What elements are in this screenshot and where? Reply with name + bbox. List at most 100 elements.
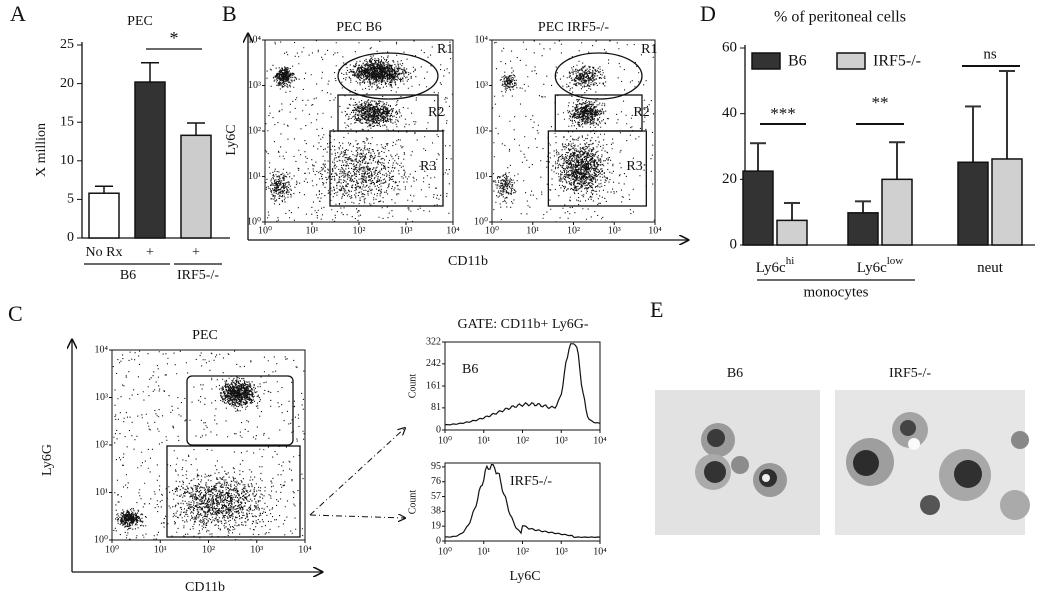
- y-tick-label: 15: [60, 114, 74, 129]
- y-tick-label: 10¹: [475, 171, 488, 182]
- x-tick-label: Ly6chi: [756, 255, 795, 277]
- gate-r1: [554, 52, 643, 100]
- gate-r3: [547, 130, 647, 207]
- x-tick-label: 10²: [516, 546, 529, 557]
- y-tick-label: 76: [431, 476, 441, 487]
- x-tick-label: Ly6clow: [857, 255, 904, 277]
- panel-letter: A: [10, 1, 26, 26]
- significance: ns: [983, 46, 997, 62]
- y-tick-label: 10⁴: [95, 344, 109, 355]
- y-tick-label: 10⁴: [248, 34, 262, 45]
- y-tick-label: 20: [60, 76, 74, 91]
- legend-swatch: [836, 52, 866, 70]
- y-tick-label: 20: [722, 171, 737, 187]
- y-tick-label: 10¹: [95, 487, 108, 498]
- y-tick-label: 60: [722, 39, 737, 55]
- y-tick-label: 57: [431, 491, 441, 502]
- x-tick-label: 10⁰: [438, 546, 452, 557]
- legend-swatch: [751, 52, 781, 70]
- gate-r1: [337, 52, 439, 100]
- gate-label: R1: [437, 42, 453, 57]
- x-tick-label: 10²: [567, 225, 580, 236]
- panel-letter: D: [700, 1, 716, 26]
- category-text: Ly6c: [857, 260, 887, 276]
- x-tick-label: 10⁰: [105, 544, 119, 555]
- y-tick-label: 81: [431, 402, 441, 413]
- x-tick-label: 10¹: [154, 544, 167, 555]
- panel-letter: C: [8, 301, 23, 326]
- x-tick-label: 10³: [250, 544, 263, 555]
- chart-title: % of peritoneal cells: [774, 9, 906, 26]
- x-tick-label: 10⁴: [446, 225, 460, 236]
- bar: [742, 170, 774, 246]
- x-tick-label: +: [146, 245, 154, 260]
- gate-r3: [329, 130, 444, 207]
- x-tick-label: 10¹: [477, 435, 490, 446]
- category-superscript: hi: [786, 255, 795, 267]
- micrograph-b6: [655, 390, 820, 535]
- y-tick-label: 19: [431, 520, 441, 531]
- bar: [847, 212, 879, 246]
- bar: [957, 161, 989, 246]
- significance: *: [170, 28, 179, 48]
- gate-label: R2: [633, 105, 649, 120]
- image-caption: B6: [727, 366, 743, 381]
- histogram-ylabel: Count: [407, 374, 418, 399]
- plot-title: PEC B6: [336, 20, 382, 35]
- significance: ***: [770, 104, 796, 123]
- x-axis-label: Ly6C: [509, 569, 540, 584]
- y-tick-label: 95: [431, 461, 441, 472]
- histogram-name: IRF5-/-: [510, 474, 552, 489]
- y-tick-label: 5: [67, 192, 74, 207]
- group-label: monocytes: [804, 284, 869, 300]
- x-tick-label: +: [192, 245, 200, 260]
- y-tick-label: 10¹: [248, 171, 261, 182]
- micrograph-irf5: [835, 390, 1030, 535]
- panel-letter: E: [650, 297, 663, 322]
- panel-letter: B: [222, 1, 237, 26]
- x-tick-label: neut: [977, 260, 1004, 276]
- histogram-name: B6: [462, 362, 478, 377]
- event-dots: [492, 40, 655, 222]
- significance: **: [872, 93, 889, 112]
- gate-ly6g-neg: [166, 445, 301, 538]
- histogram-ylabel: Count: [407, 490, 418, 515]
- histogram-curve: [444, 343, 601, 426]
- y-tick-label: 0: [730, 236, 738, 252]
- chart-title: PEC: [127, 14, 153, 29]
- y-tick-label: 10²: [95, 439, 108, 450]
- y-tick-label: 38: [431, 506, 441, 517]
- gate-label: R3: [626, 159, 642, 174]
- group-label: IRF5-/-: [177, 268, 219, 283]
- bar: [776, 219, 808, 246]
- gate-label: R2: [428, 105, 444, 120]
- gate-label: R3: [420, 159, 436, 174]
- gate-label: R1: [641, 42, 657, 57]
- bar: [88, 192, 120, 239]
- x-tick-label: 10²: [353, 225, 366, 236]
- x-axis-label: CD11b: [185, 580, 225, 595]
- y-axis-label: Ly6G: [40, 444, 55, 476]
- x-tick-label: 10¹: [306, 225, 319, 236]
- y-tick-label: 161: [426, 380, 441, 391]
- y-tick-label: 25: [60, 37, 74, 52]
- x-tick-label: No Rx: [86, 245, 123, 260]
- y-tick-label: 322: [426, 336, 441, 347]
- y-tick-label: 10²: [475, 125, 488, 136]
- bar: [991, 158, 1023, 246]
- x-tick-label: 10³: [555, 546, 568, 557]
- x-tick-label: 10⁴: [593, 435, 607, 446]
- y-tick-label: 10⁰: [474, 216, 488, 227]
- x-tick-label: 10³: [555, 435, 568, 446]
- y-tick-label: 0: [436, 535, 441, 546]
- legend-label: B6: [788, 53, 807, 70]
- x-tick-label: 10⁰: [438, 435, 452, 446]
- x-tick-label: 10⁴: [298, 544, 312, 555]
- category-text: Ly6c: [756, 260, 786, 276]
- y-tick-label: 10⁰: [94, 534, 108, 545]
- x-tick-label: 10¹: [477, 546, 490, 557]
- gate-title: GATE: CD11b+ Ly6G-: [457, 317, 588, 332]
- category-superscript: low: [887, 255, 904, 267]
- x-tick-label: 10⁰: [485, 225, 499, 236]
